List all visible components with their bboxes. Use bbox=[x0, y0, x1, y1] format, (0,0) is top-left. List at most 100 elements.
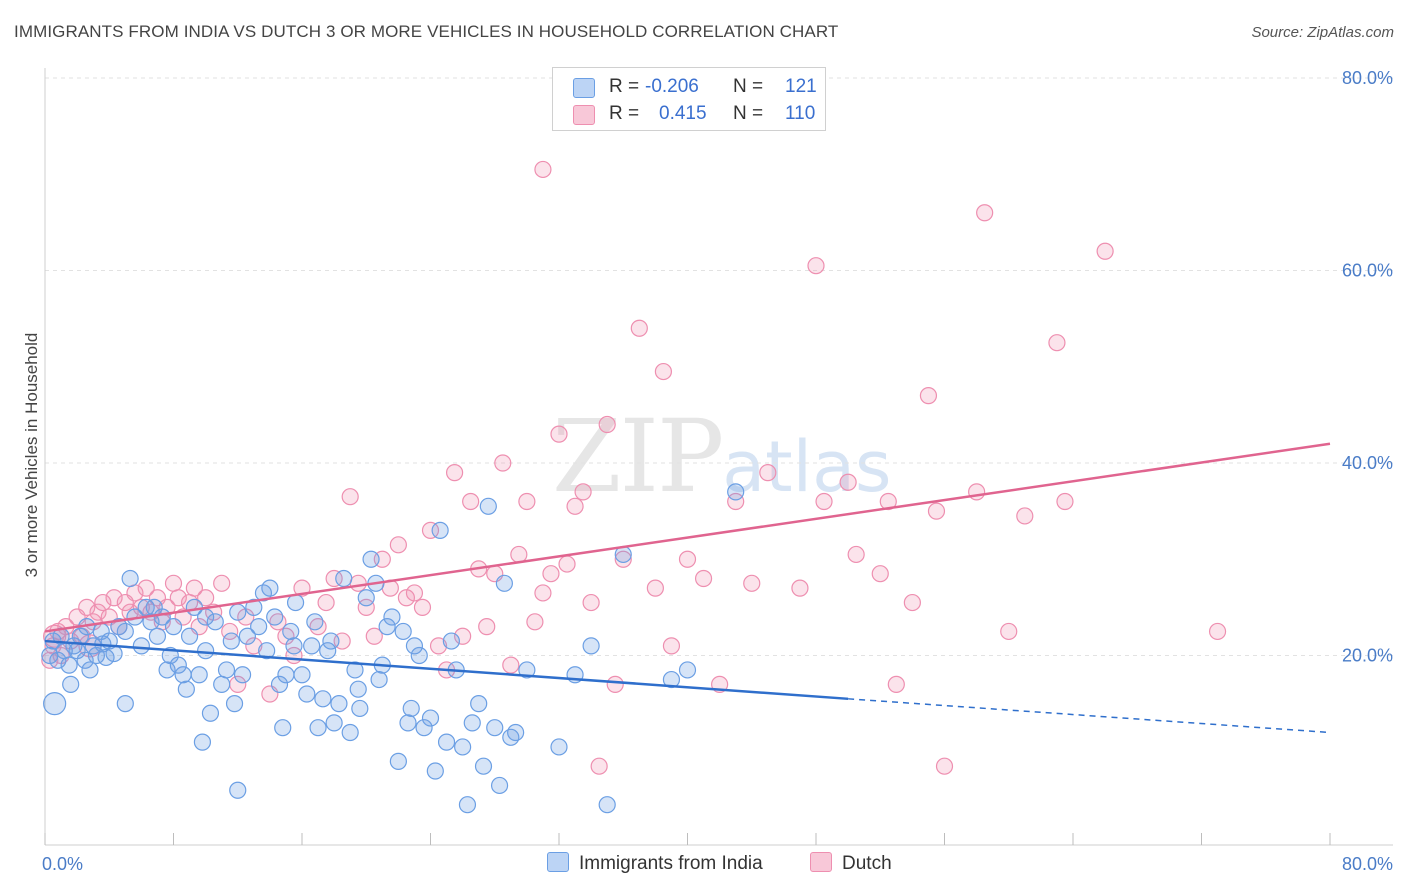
legend-swatch-india bbox=[573, 78, 595, 98]
data-point-dutch bbox=[919, 387, 938, 405]
data-point-india bbox=[142, 613, 160, 631]
legend-n-label: N = bbox=[733, 103, 764, 124]
trend-line-extension-india bbox=[848, 698, 1331, 734]
data-point-india bbox=[197, 642, 215, 660]
data-point-dutch bbox=[325, 569, 343, 588]
data-point-india bbox=[357, 589, 375, 607]
data-point-india bbox=[463, 714, 481, 732]
data-point-dutch bbox=[365, 627, 383, 645]
data-point-india bbox=[518, 661, 536, 679]
data-point-dutch bbox=[526, 613, 544, 631]
trend-lines bbox=[44, 442, 1331, 734]
data-point-india bbox=[351, 699, 369, 718]
bottom-legend-label-dutch: Dutch bbox=[842, 853, 892, 874]
data-point-india bbox=[662, 670, 681, 689]
data-point-india bbox=[314, 690, 332, 708]
data-point-dutch bbox=[694, 569, 713, 588]
data-point-dutch bbox=[478, 618, 496, 636]
data-point-dutch bbox=[421, 521, 440, 539]
data-point-india bbox=[245, 598, 263, 616]
data-point-india bbox=[678, 661, 697, 679]
data-point-india bbox=[193, 733, 212, 751]
data-point-india bbox=[177, 680, 195, 698]
data-point-dutch bbox=[445, 464, 464, 482]
data-point-dutch bbox=[598, 415, 616, 434]
legend-r-value: 0.415 bbox=[659, 103, 707, 124]
data-point-dutch bbox=[654, 362, 673, 381]
data-point-india bbox=[550, 738, 568, 756]
data-point-india bbox=[346, 661, 364, 679]
x-tick-label: 80.0% bbox=[1342, 854, 1393, 874]
data-point-india bbox=[303, 637, 321, 655]
data-point-india bbox=[229, 603, 247, 621]
data-point-india bbox=[454, 738, 472, 756]
data-point-india bbox=[60, 656, 78, 674]
grid-lines bbox=[45, 77, 1393, 656]
x-tick-label: 0.0% bbox=[42, 854, 83, 874]
data-point-india bbox=[132, 637, 150, 655]
data-point-dutch bbox=[807, 257, 825, 275]
data-point-dutch bbox=[582, 593, 600, 612]
data-point-dutch bbox=[630, 319, 648, 337]
data-point-india bbox=[470, 695, 488, 713]
data-point-dutch bbox=[94, 593, 112, 612]
data-point-india bbox=[431, 521, 449, 539]
data-point-india bbox=[293, 666, 311, 684]
data-point-india bbox=[507, 723, 525, 742]
data-point-dutch bbox=[727, 492, 745, 511]
data-point-india bbox=[76, 651, 94, 669]
bottom-legend-swatch-india bbox=[547, 852, 569, 872]
data-point-dutch bbox=[1016, 507, 1034, 525]
data-point-dutch bbox=[158, 598, 176, 616]
data-point-india bbox=[330, 695, 348, 713]
data-point-dutch bbox=[105, 589, 123, 607]
data-point-india bbox=[238, 627, 256, 645]
data-point-dutch bbox=[839, 473, 857, 491]
data-point-dutch bbox=[534, 584, 552, 602]
data-point-dutch bbox=[1056, 492, 1074, 511]
data-point-india bbox=[201, 704, 220, 722]
data-point-dutch bbox=[927, 502, 946, 520]
data-point-dutch bbox=[550, 425, 568, 443]
bottom-legend-swatch-dutch bbox=[810, 852, 832, 872]
data-point-india bbox=[222, 632, 240, 650]
watermark-zip: ZIP bbox=[552, 398, 724, 515]
data-point-dutch bbox=[62, 632, 80, 650]
data-point-india bbox=[116, 622, 134, 641]
y-tick-label: 80.0% bbox=[1342, 68, 1393, 88]
data-point-india bbox=[495, 574, 513, 592]
data-point-dutch bbox=[566, 497, 584, 515]
data-point-dutch bbox=[309, 618, 327, 636]
data-point-dutch bbox=[462, 492, 480, 511]
data-point-india bbox=[490, 776, 509, 795]
legend-r-label: R = bbox=[609, 76, 640, 97]
data-point-dutch bbox=[903, 593, 921, 612]
data-point-india bbox=[229, 781, 247, 799]
data-point-india bbox=[394, 622, 412, 641]
data-point-india bbox=[402, 699, 420, 718]
data-point-india bbox=[282, 622, 300, 641]
data-point-dutch bbox=[405, 584, 424, 602]
legend-r-value: -0.206 bbox=[645, 76, 699, 97]
data-point-india bbox=[217, 661, 236, 679]
trend-line-dutch bbox=[44, 442, 1331, 633]
data-point-dutch bbox=[349, 574, 367, 592]
data-point-dutch bbox=[454, 627, 472, 645]
data-point-india bbox=[97, 648, 115, 667]
data-point-india bbox=[370, 670, 388, 689]
data-point-india bbox=[502, 728, 520, 746]
data-point-india bbox=[389, 752, 407, 770]
bottom-legend-dutch: Dutch bbox=[810, 852, 892, 875]
data-point-india bbox=[250, 618, 268, 636]
data-point-india bbox=[479, 497, 497, 515]
data-point-india bbox=[213, 675, 231, 693]
data-point-dutch bbox=[89, 603, 107, 621]
data-point-dutch bbox=[510, 545, 528, 564]
data-point-india bbox=[266, 608, 284, 626]
data-point-india bbox=[277, 666, 295, 684]
data-point-dutch bbox=[132, 598, 150, 616]
data-point-india bbox=[341, 723, 359, 742]
data-point-india bbox=[399, 714, 417, 732]
data-point-india bbox=[49, 651, 67, 669]
